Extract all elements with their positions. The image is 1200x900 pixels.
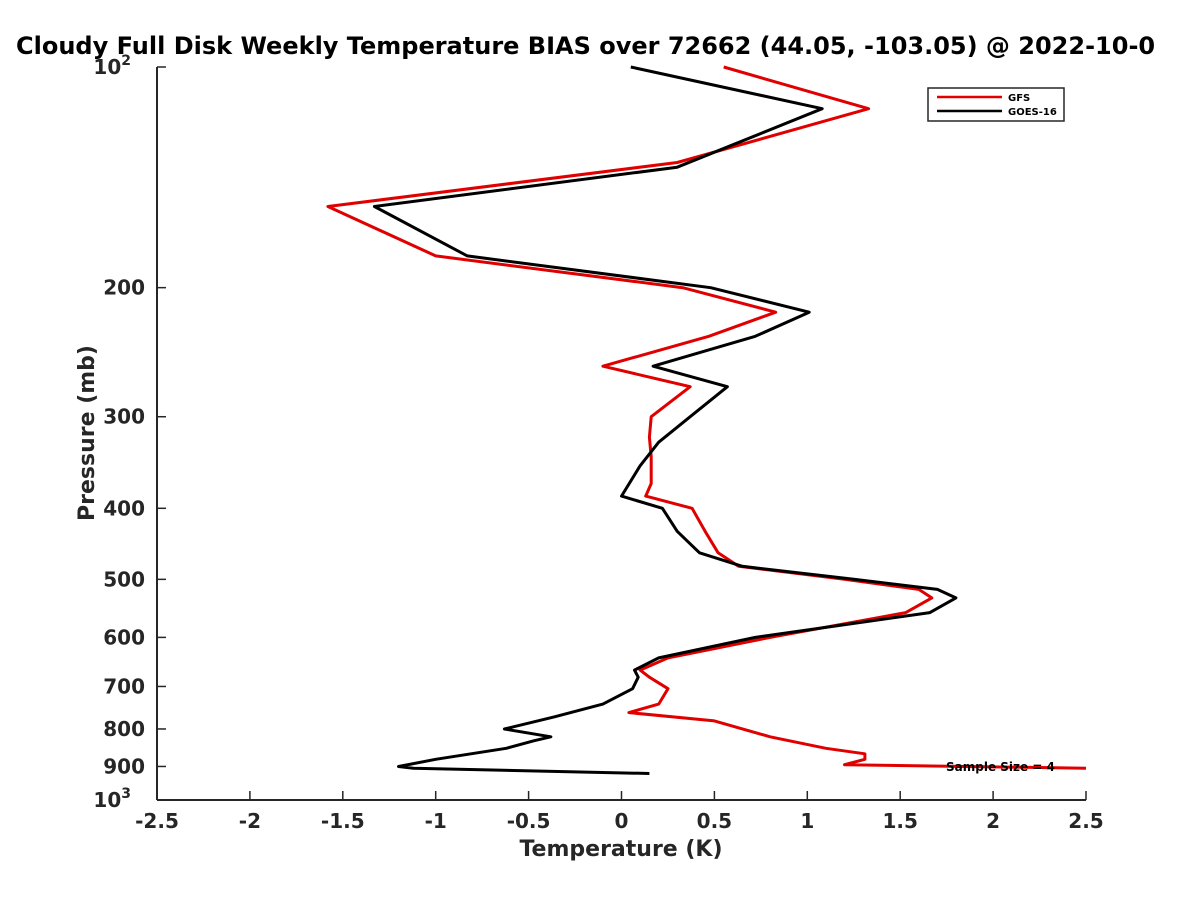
x-tick-label: -1.5	[321, 809, 365, 833]
y-axis-label: Pressure (mb)	[75, 345, 100, 521]
sample-size-annotation: Sample Size = 4	[946, 760, 1055, 774]
legend-box	[927, 87, 1065, 122]
x-tick-label: 2	[986, 809, 1000, 833]
y-tick-label: 800	[103, 717, 145, 741]
x-ticks: -2.5 -2 -1.5 -1 -0.5 0 0.5 1 1.5 2 2.5	[135, 791, 1104, 833]
x-tick-label: 0.5	[697, 809, 732, 833]
y-tick-label: 200	[103, 276, 145, 300]
y-tick-label: 700	[103, 674, 145, 698]
x-tick-label: -0.5	[507, 809, 551, 833]
legend-label-gfs: GFS	[1008, 93, 1030, 104]
x-tick-label: -2	[239, 809, 261, 833]
x-tick-label: -1	[425, 809, 447, 833]
legend-label-goes16: GOES-16	[1008, 107, 1057, 118]
y-ticks: 102 200 300 400 500 600 700 800 900 103	[93, 53, 166, 812]
y-tick-label: 500	[103, 567, 145, 591]
y-tick-label: 600	[103, 625, 145, 649]
x-tick-label: 2.5	[1068, 809, 1103, 833]
y-tick-label: 900	[103, 754, 145, 778]
legend: GFS GOES-16	[927, 87, 1065, 122]
y-tick-label: 103	[93, 786, 131, 812]
x-tick-label: 1	[800, 809, 814, 833]
x-tick-label: 0	[615, 809, 629, 833]
y-tick-label: 400	[103, 496, 145, 520]
x-tick-label: 1.5	[882, 809, 917, 833]
plot-area	[157, 67, 1086, 800]
series-line-goes16	[372, 65, 958, 775]
plot-lines	[326, 65, 1087, 775]
x-axis-label: Temperature (K)	[519, 837, 722, 862]
y-tick-label: 102	[93, 53, 131, 79]
y-tick-label: 300	[103, 405, 145, 429]
chart-title: Cloudy Full Disk Weekly Temperature BIAS…	[16, 32, 1155, 60]
x-tick-label: -2.5	[135, 809, 179, 833]
